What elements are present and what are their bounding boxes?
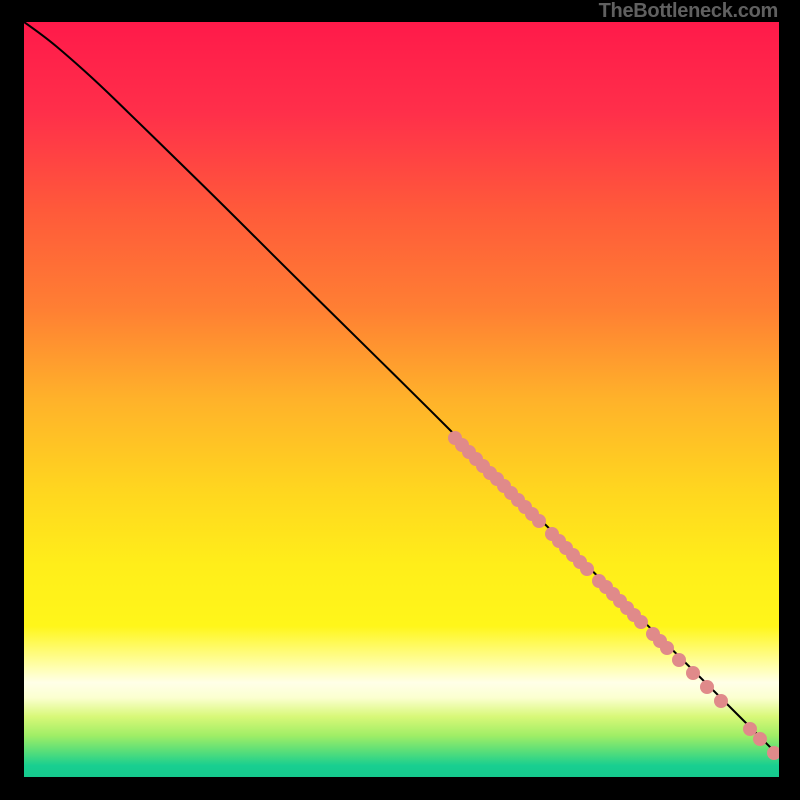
marker-dot	[686, 666, 700, 680]
chart-container: TheBottleneck.com	[0, 0, 800, 800]
marker-dot	[580, 562, 594, 576]
marker-dot	[672, 653, 686, 667]
marker-dot	[660, 641, 674, 655]
marker-dot	[700, 680, 714, 694]
marker-dot	[714, 694, 728, 708]
marker-dot	[634, 615, 648, 629]
plot-area	[24, 22, 779, 777]
marker-dot	[753, 732, 767, 746]
gradient-background	[24, 22, 779, 777]
chart-svg	[24, 22, 779, 777]
marker-dot	[532, 514, 546, 528]
marker-dot	[743, 722, 757, 736]
watermark-text: TheBottleneck.com	[599, 0, 778, 23]
